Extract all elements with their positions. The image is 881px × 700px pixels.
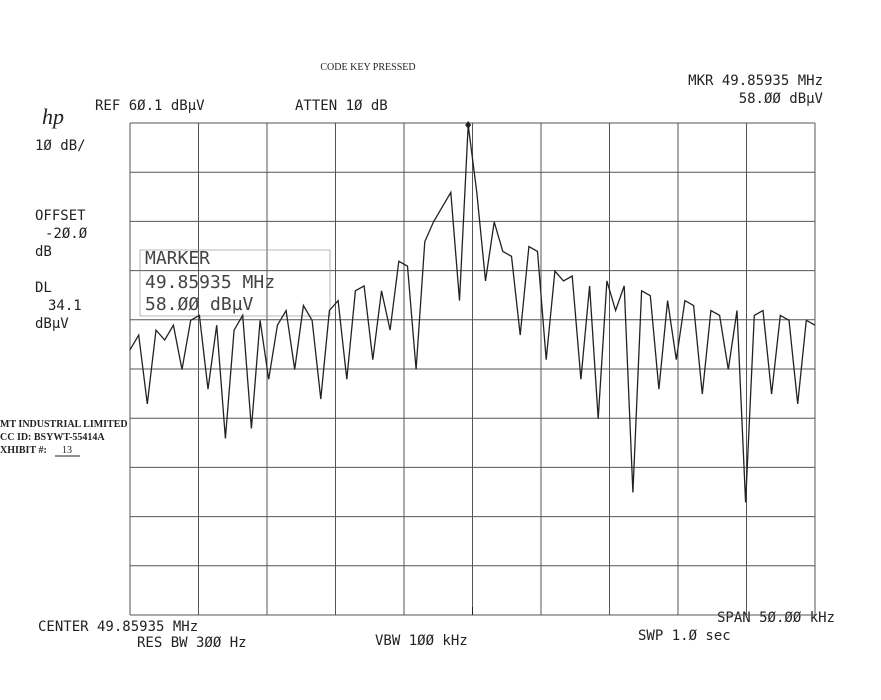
sweep-time: SWP 1.Ø sec (638, 628, 731, 644)
offset-value: -2Ø.Ø (45, 226, 88, 242)
marker-label: MARKER (145, 248, 210, 269)
spectrum-trace (129, 124, 816, 503)
marker-level: 58.ØØ dBµV (739, 91, 824, 107)
chart-title: CODE KEY PRESSED (320, 62, 415, 73)
exhibit-number: 13 (62, 445, 72, 456)
span: SPAN 5Ø.ØØ kHz (717, 610, 835, 626)
video-bandwidth: VBW 1ØØ kHz (375, 633, 468, 649)
exhibit-company: MT INDUSTRIAL LIMITED (0, 419, 128, 430)
display-line-label: DL (35, 280, 52, 296)
marker-box-level: 58.ØØ dBµV (145, 294, 254, 315)
display-line-unit: dBµV (35, 316, 69, 332)
offset-label: OFFSET (35, 208, 86, 224)
display-line-value: 34.1 (48, 298, 82, 314)
exhibit-fcc-id: CC ID: BSYWT-55414A (0, 432, 105, 443)
marker-box-frequency: 49.85935 MHz (145, 272, 275, 293)
marker-box (139, 249, 331, 317)
marker-frequency: MKR 49.85935 MHz (688, 73, 823, 89)
plot-area (129, 120, 816, 616)
exhibit-label: XHIBIT #: (0, 445, 47, 456)
ref-level: REF 6Ø.1 dBµV (95, 98, 205, 114)
attenuation: ATTEN 1Ø dB (295, 98, 388, 114)
center-frequency: CENTER 49.85935 MHz (38, 619, 198, 635)
resolution-bandwidth: RES BW 3ØØ Hz (137, 635, 247, 651)
scale-label: 1Ø dB/ (35, 138, 86, 154)
peak-marker (465, 120, 472, 129)
offset-unit: dB (35, 244, 52, 260)
logo: hp (42, 104, 64, 129)
